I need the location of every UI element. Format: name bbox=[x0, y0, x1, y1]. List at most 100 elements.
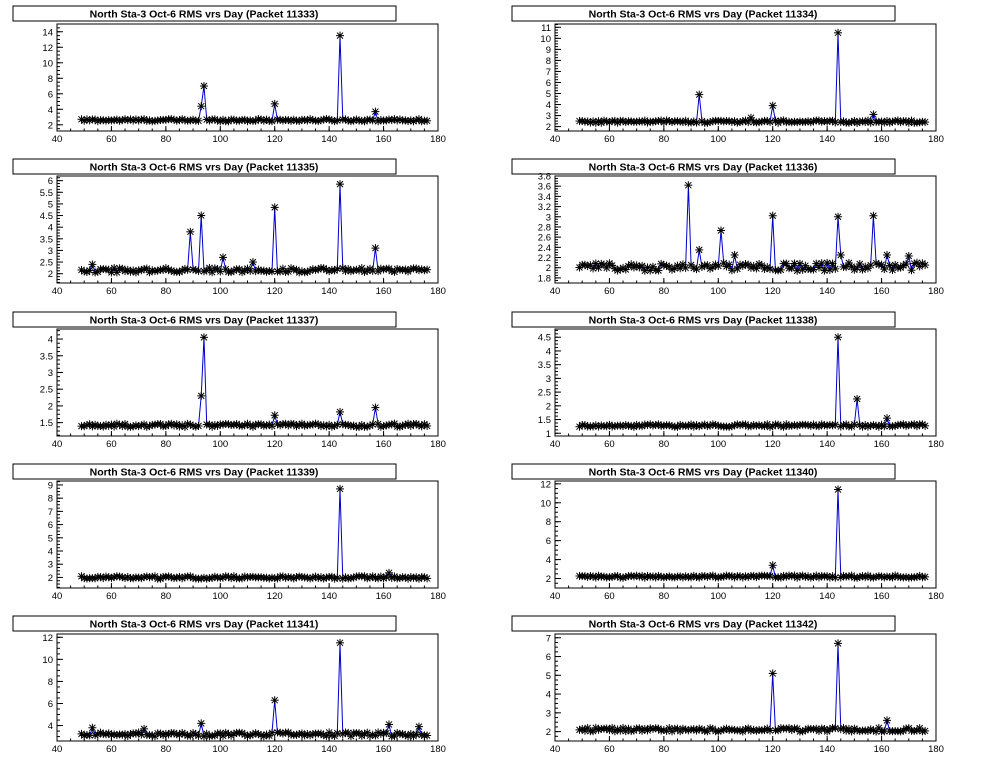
x-tick-label: 80 bbox=[161, 591, 172, 602]
chart-panel-2: North Sta-3 Oct-6 RMS vrs Day (Packet 11… bbox=[512, 6, 944, 145]
x-tick-label: 60 bbox=[604, 134, 615, 145]
y-tick-label: 6 bbox=[48, 520, 53, 531]
data-point bbox=[197, 212, 205, 220]
y-tick-label: 1.5 bbox=[40, 418, 53, 429]
plot-frame bbox=[555, 329, 936, 436]
series-line bbox=[580, 33, 926, 123]
data-point bbox=[853, 395, 861, 403]
x-tick-label: 120 bbox=[267, 439, 283, 450]
y-tick-label: 2.8 bbox=[538, 222, 551, 233]
data-point bbox=[271, 203, 279, 211]
x-tick-label: 60 bbox=[106, 134, 117, 145]
x-tick-label: 140 bbox=[819, 439, 835, 450]
data-point bbox=[423, 117, 431, 125]
data-point bbox=[831, 421, 839, 429]
data-point bbox=[728, 266, 736, 274]
data-point bbox=[869, 212, 877, 220]
y-tick-label: 3.6 bbox=[538, 182, 551, 193]
y-tick-label: 8 bbox=[546, 56, 551, 67]
data-point bbox=[905, 252, 913, 260]
y-tick-label: 2.2 bbox=[538, 253, 551, 264]
data-point bbox=[195, 117, 203, 125]
y-tick-label: 8 bbox=[48, 74, 53, 85]
chart-title: North Sta-3 Oct-6 RMS vrs Day (Packet 11… bbox=[90, 162, 319, 174]
x-tick-label: 40 bbox=[52, 591, 63, 602]
y-tick-label: 3.5 bbox=[40, 351, 53, 362]
data-point bbox=[219, 253, 227, 261]
y-tick-label: 3 bbox=[48, 368, 53, 379]
plot-frame bbox=[57, 24, 438, 131]
x-tick-label: 160 bbox=[376, 134, 392, 145]
y-tick-label: 3.5 bbox=[40, 234, 53, 245]
x-tick-label: 140 bbox=[321, 134, 337, 145]
y-tick-label: 4.5 bbox=[538, 333, 551, 344]
x-tick-label: 100 bbox=[710, 286, 726, 297]
data-point bbox=[369, 116, 377, 124]
data-point bbox=[902, 260, 910, 268]
data-point bbox=[249, 258, 257, 266]
data-point bbox=[693, 119, 701, 127]
x-tick-label: 140 bbox=[819, 134, 835, 145]
x-tick-label: 40 bbox=[52, 286, 63, 297]
data-point bbox=[684, 181, 692, 189]
chart-title: North Sta-3 Oct-6 RMS vrs Day (Packet 11… bbox=[589, 162, 818, 174]
x-tick-label: 120 bbox=[267, 591, 283, 602]
plot-frame bbox=[57, 481, 438, 588]
x-tick-label: 40 bbox=[52, 134, 63, 145]
y-tick-label: 3 bbox=[48, 246, 53, 257]
data-point bbox=[88, 260, 96, 268]
data-point bbox=[371, 404, 379, 412]
data-point bbox=[695, 246, 703, 254]
x-tick-label: 40 bbox=[52, 439, 63, 450]
data-point bbox=[834, 29, 842, 37]
y-tick-label: 10 bbox=[42, 58, 53, 69]
y-tick-label: 2 bbox=[48, 269, 53, 280]
data-point bbox=[921, 118, 929, 126]
x-tick-label: 160 bbox=[874, 134, 890, 145]
y-tick-label: 8 bbox=[48, 494, 53, 505]
y-tick-label: 9 bbox=[48, 480, 53, 491]
x-tick-label: 180 bbox=[430, 286, 446, 297]
data-point bbox=[766, 265, 774, 273]
x-tick-label: 120 bbox=[267, 134, 283, 145]
x-tick-label: 60 bbox=[604, 439, 615, 450]
y-tick-label: 1 bbox=[546, 429, 551, 440]
data-point bbox=[834, 333, 842, 341]
x-tick-label: 120 bbox=[765, 439, 781, 450]
series-line bbox=[82, 489, 428, 579]
data-point bbox=[880, 265, 888, 273]
y-tick-label: 2 bbox=[546, 122, 551, 133]
y-tick-label: 5.5 bbox=[40, 188, 53, 199]
data-point bbox=[336, 32, 344, 40]
x-tick-label: 180 bbox=[430, 134, 446, 145]
x-tick-label: 40 bbox=[550, 286, 561, 297]
data-point bbox=[197, 392, 205, 400]
data-point bbox=[336, 180, 344, 188]
data-point bbox=[271, 411, 279, 419]
data-point bbox=[869, 110, 877, 118]
data-point bbox=[186, 228, 194, 236]
data-point bbox=[695, 91, 703, 99]
data-point bbox=[921, 422, 929, 430]
y-tick-label: 4 bbox=[546, 346, 551, 357]
series-line bbox=[580, 337, 926, 427]
x-tick-label: 40 bbox=[550, 439, 561, 450]
y-tick-label: 1.5 bbox=[538, 415, 551, 426]
y-tick-label: 3.4 bbox=[538, 192, 551, 203]
x-tick-label: 100 bbox=[212, 439, 228, 450]
y-tick-label: 2.6 bbox=[538, 233, 551, 244]
x-tick-label: 140 bbox=[321, 286, 337, 297]
data-point bbox=[333, 117, 341, 125]
chart-title: North Sta-3 Oct-6 RMS vrs Day (Packet 11… bbox=[90, 9, 319, 21]
chart-title: North Sta-3 Oct-6 RMS vrs Day (Packet 11… bbox=[589, 315, 818, 327]
x-tick-label: 180 bbox=[928, 286, 944, 297]
data-point bbox=[200, 82, 208, 90]
y-tick-label: 4 bbox=[546, 100, 551, 111]
x-tick-label: 100 bbox=[212, 134, 228, 145]
y-tick-label: 4 bbox=[48, 335, 53, 346]
chart-panel-7: North Sta-3 Oct-6 RMS vrs Day (Packet 11… bbox=[13, 464, 446, 602]
y-tick-label: 3 bbox=[546, 212, 551, 223]
series-line bbox=[82, 337, 428, 427]
